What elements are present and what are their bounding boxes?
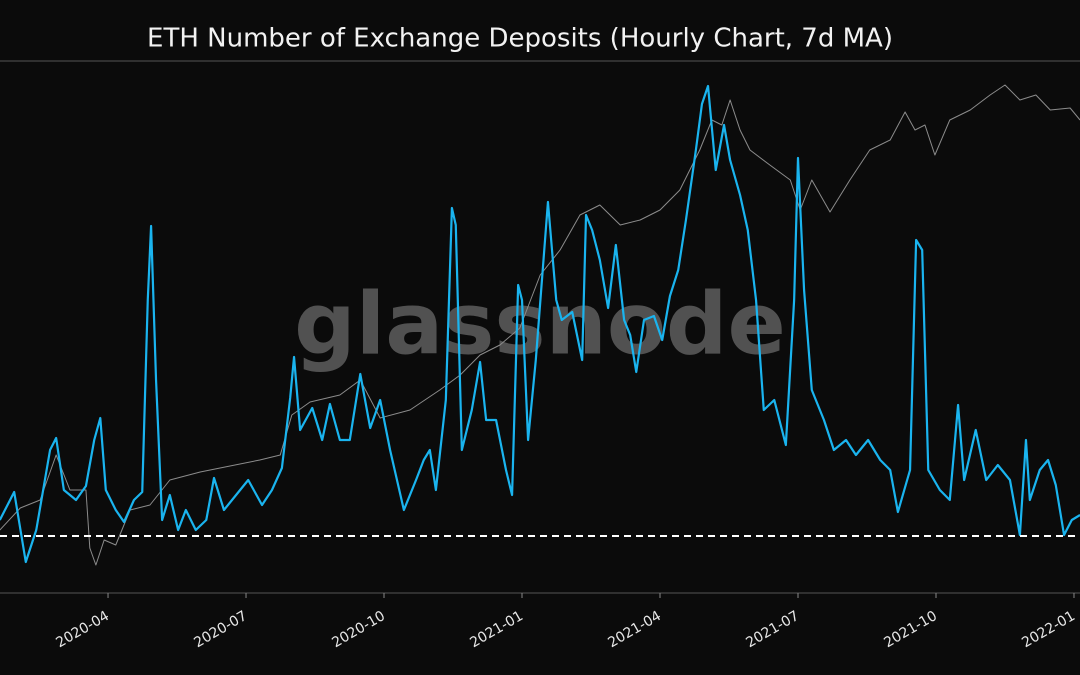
series-line [0, 84, 1080, 564]
watermark: glassnode [294, 274, 786, 374]
chart-title: ETH Number of Exchange Deposits (Hourly … [147, 24, 893, 54]
series-line [0, 84, 1080, 566]
